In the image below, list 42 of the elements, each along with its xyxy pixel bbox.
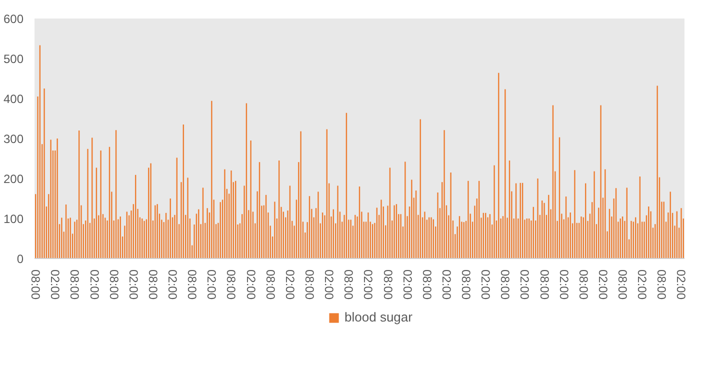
x-tick-label: 02:00 xyxy=(674,270,688,300)
x-tick-label: 08:00 xyxy=(28,270,43,300)
y-tick-label: 400 xyxy=(3,92,24,106)
x-tick-label: 02:00 xyxy=(556,270,571,300)
legend-label: blood sugar xyxy=(344,310,412,324)
x-tick-label: 08:00 xyxy=(498,270,512,300)
x-tick-label: 02:00 xyxy=(166,270,180,300)
x-tick-label: 02:00 xyxy=(439,270,454,300)
x-tick-label: 08:00 xyxy=(224,270,238,300)
x-tick-label: 08:00 xyxy=(616,270,630,300)
y-tick-label: 0 xyxy=(16,252,24,266)
x-tick-label: 08:00 xyxy=(537,270,552,300)
y-tick-label: 200 xyxy=(3,172,24,186)
x-tick-label: 02:00 xyxy=(518,270,532,300)
x-tick-label: 08:00 xyxy=(459,270,474,300)
x-tick-label: 02:00 xyxy=(596,270,610,300)
x-tick-label: 02:00 xyxy=(400,270,414,300)
x-tick-label: 02:00 xyxy=(635,270,650,300)
x-tick-label: 08:00 xyxy=(420,270,434,300)
x-tick-label: 02:00 xyxy=(244,270,258,300)
x-tick-label: 02:00 xyxy=(126,270,140,300)
x-tick-label: 08:00 xyxy=(380,270,395,300)
y-tick-label: 100 xyxy=(3,212,24,226)
x-tick-label: 02:00 xyxy=(478,270,493,300)
x-tick-label: 02:00 xyxy=(48,270,62,300)
y-tick-label: 300 xyxy=(3,132,24,146)
x-tick-label: 08:00 xyxy=(185,270,200,300)
y-tick-label: 500 xyxy=(3,52,24,66)
x-tick-label: 08:00 xyxy=(576,270,590,300)
x-tick-label: 02:00 xyxy=(361,270,376,300)
x-tick-label: 08:00 xyxy=(342,270,356,300)
x-tick-label: 08:00 xyxy=(302,270,316,300)
x-tick-label: 08:00 xyxy=(654,270,669,300)
x-tick-label: 08:00 xyxy=(68,270,82,300)
x-tick-label: 02:00 xyxy=(204,270,219,300)
y-tick-label: 600 xyxy=(3,12,24,26)
x-tick-label: 08:00 xyxy=(146,270,160,300)
x-tick-label: 02:00 xyxy=(282,270,297,300)
x-tick-label: 02:00 xyxy=(322,270,336,300)
x-tick-label: 08:00 xyxy=(106,270,121,300)
x-tick-label: 08:00 xyxy=(263,270,278,300)
x-tick-label: 02:00 xyxy=(87,270,102,300)
